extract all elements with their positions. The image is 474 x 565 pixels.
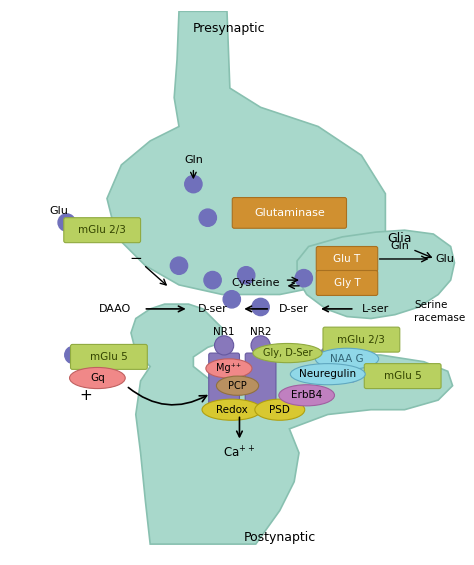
FancyBboxPatch shape <box>323 327 400 352</box>
Circle shape <box>223 290 240 308</box>
Text: PSD: PSD <box>269 405 290 415</box>
FancyBboxPatch shape <box>316 246 378 271</box>
Polygon shape <box>297 230 455 319</box>
Text: Neuregulin: Neuregulin <box>299 369 356 379</box>
Text: Gly T: Gly T <box>334 278 360 288</box>
Ellipse shape <box>315 348 379 370</box>
Text: mGlu 5: mGlu 5 <box>90 352 128 362</box>
Text: Gly, D-Ser: Gly, D-Ser <box>263 348 312 358</box>
Text: PCP: PCP <box>228 381 247 391</box>
Text: DAAO: DAAO <box>99 304 131 314</box>
Text: NR2: NR2 <box>250 327 271 337</box>
Ellipse shape <box>206 359 252 378</box>
Text: Glu T: Glu T <box>333 254 361 264</box>
Circle shape <box>58 214 75 231</box>
FancyBboxPatch shape <box>245 353 276 405</box>
Text: L-ser: L-ser <box>362 304 390 314</box>
Polygon shape <box>107 11 385 294</box>
Text: Glu: Glu <box>50 206 68 216</box>
Text: Cysteine: Cysteine <box>231 278 280 288</box>
Text: D-ser: D-ser <box>279 304 309 314</box>
Text: NR1: NR1 <box>213 327 235 337</box>
Text: NAA G: NAA G <box>330 354 364 364</box>
Text: ErbB4: ErbB4 <box>291 390 322 400</box>
Ellipse shape <box>279 385 335 406</box>
Circle shape <box>170 257 188 275</box>
FancyBboxPatch shape <box>64 218 141 242</box>
Ellipse shape <box>217 376 259 396</box>
Circle shape <box>237 267 255 284</box>
Text: mGlu 2/3: mGlu 2/3 <box>337 334 385 345</box>
Circle shape <box>65 346 82 364</box>
Text: +: + <box>80 388 92 403</box>
FancyBboxPatch shape <box>71 345 147 370</box>
Text: Presynaptic: Presynaptic <box>192 22 265 35</box>
Text: Redox: Redox <box>216 405 247 415</box>
Text: −: − <box>129 251 142 267</box>
Text: mGlu 2/3: mGlu 2/3 <box>78 225 126 235</box>
Circle shape <box>252 298 269 316</box>
Text: Glutaminase: Glutaminase <box>254 208 325 218</box>
Circle shape <box>320 347 336 363</box>
Circle shape <box>199 209 217 227</box>
Text: Ca$^{++}$: Ca$^{++}$ <box>223 445 255 460</box>
Text: Gq: Gq <box>90 373 105 383</box>
Ellipse shape <box>251 336 270 355</box>
Ellipse shape <box>202 399 262 420</box>
Text: Glu: Glu <box>436 254 455 264</box>
Ellipse shape <box>70 367 125 389</box>
Ellipse shape <box>291 364 365 385</box>
Text: mGlu 5: mGlu 5 <box>384 371 421 381</box>
Text: Mg⁺⁺: Mg⁺⁺ <box>216 363 241 373</box>
Text: Gln: Gln <box>184 155 203 165</box>
FancyBboxPatch shape <box>232 198 346 228</box>
Ellipse shape <box>255 399 305 420</box>
Circle shape <box>295 270 312 287</box>
Text: Serine: Serine <box>414 300 447 310</box>
Text: Glia: Glia <box>388 232 412 245</box>
Text: racemase: racemase <box>414 314 465 324</box>
Text: D-ser: D-ser <box>198 304 228 314</box>
Text: Gln: Gln <box>391 241 409 250</box>
Circle shape <box>185 176 202 193</box>
FancyBboxPatch shape <box>364 364 441 389</box>
Circle shape <box>344 367 359 382</box>
Circle shape <box>204 271 221 289</box>
FancyBboxPatch shape <box>316 271 378 295</box>
Text: Postynaptic: Postynaptic <box>244 531 316 544</box>
FancyBboxPatch shape <box>209 353 239 405</box>
Ellipse shape <box>215 336 234 355</box>
Circle shape <box>242 205 260 221</box>
Ellipse shape <box>253 344 322 363</box>
Polygon shape <box>131 304 453 544</box>
